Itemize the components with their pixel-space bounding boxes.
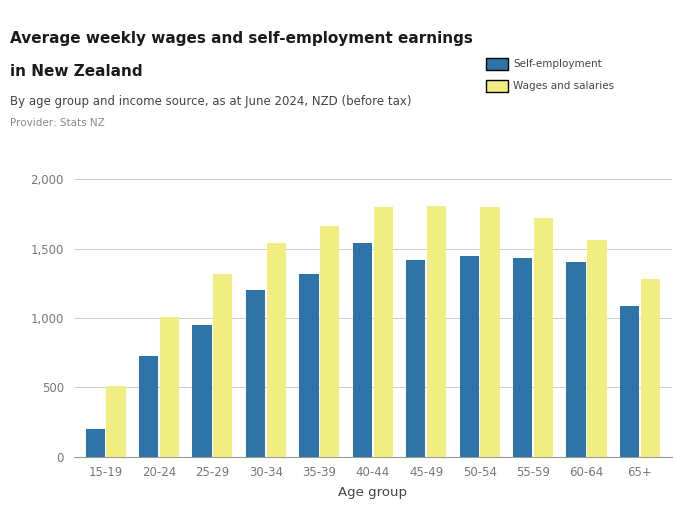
Bar <box>587 240 606 457</box>
Text: By age group and income source, as at June 2024, NZD (before tax): By age group and income source, as at Ju… <box>10 94 412 108</box>
Bar <box>160 317 179 457</box>
Bar <box>267 243 286 457</box>
Bar <box>353 243 372 457</box>
Bar <box>620 306 639 457</box>
Bar <box>85 429 105 457</box>
Text: Wages and salaries: Wages and salaries <box>513 81 614 91</box>
Bar <box>480 207 500 457</box>
Bar <box>566 262 586 457</box>
Text: Provider: Stats NZ: Provider: Stats NZ <box>10 118 105 128</box>
Bar <box>300 274 318 457</box>
Bar <box>320 226 340 457</box>
Bar <box>193 325 211 457</box>
Text: in New Zealand: in New Zealand <box>10 64 143 79</box>
Text: Self-employment: Self-employment <box>513 59 602 69</box>
Bar <box>214 274 232 457</box>
Bar <box>106 386 125 457</box>
Bar <box>139 356 158 457</box>
Text: figure.nz: figure.nz <box>587 22 661 35</box>
Bar <box>427 206 446 457</box>
Bar <box>534 218 553 457</box>
Bar <box>640 279 660 457</box>
Text: Average weekly wages and self-employment earnings: Average weekly wages and self-employment… <box>10 32 473 47</box>
Bar <box>246 290 265 457</box>
X-axis label: Age group: Age group <box>338 487 407 499</box>
Bar <box>513 258 532 457</box>
Bar <box>460 256 479 457</box>
Bar <box>406 260 426 457</box>
Bar <box>374 207 393 457</box>
